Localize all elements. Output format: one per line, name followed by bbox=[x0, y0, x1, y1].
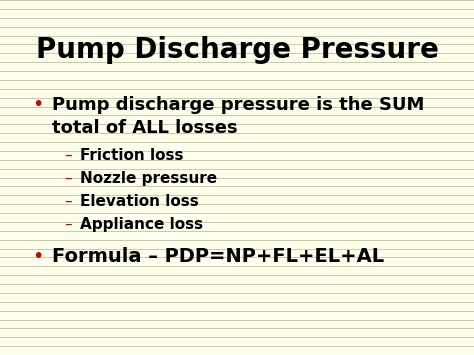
Text: Formula – PDP=NP+FL+EL+AL: Formula – PDP=NP+FL+EL+AL bbox=[52, 247, 384, 267]
Text: Nozzle pressure: Nozzle pressure bbox=[80, 170, 217, 186]
Text: •: • bbox=[32, 247, 44, 267]
Text: total of ALL losses: total of ALL losses bbox=[52, 119, 237, 137]
Text: Pump Discharge Pressure: Pump Discharge Pressure bbox=[36, 36, 438, 64]
Text: Appliance loss: Appliance loss bbox=[80, 217, 203, 231]
Text: –: – bbox=[64, 217, 72, 231]
Text: Friction loss: Friction loss bbox=[80, 147, 183, 163]
Text: Elevation loss: Elevation loss bbox=[80, 193, 199, 208]
Text: –: – bbox=[64, 170, 72, 186]
Text: •: • bbox=[32, 95, 44, 115]
Text: –: – bbox=[64, 147, 72, 163]
Text: –: – bbox=[64, 193, 72, 208]
Text: Pump discharge pressure is the SUM: Pump discharge pressure is the SUM bbox=[52, 96, 424, 114]
